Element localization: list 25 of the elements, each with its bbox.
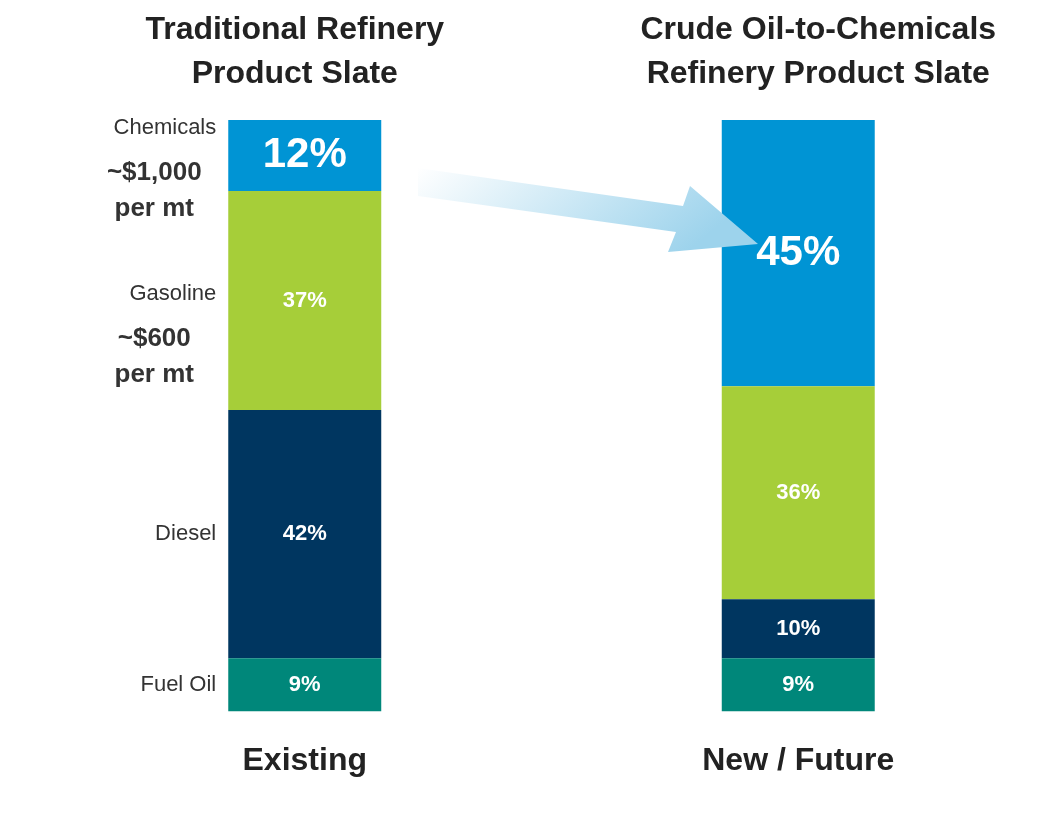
data-label: 45% bbox=[756, 226, 841, 274]
series-label: Gasoline bbox=[129, 280, 217, 306]
bar bbox=[721, 658, 875, 712]
text: Traditional Refinery Product Slate bbox=[145, 9, 445, 90]
data-label: 9% bbox=[288, 671, 321, 697]
annotation: ~$600 per mt bbox=[114, 322, 195, 389]
data-label: 36% bbox=[776, 478, 821, 504]
bar bbox=[721, 386, 875, 600]
text: Crude Oil-to-Chemicals Refinery Product Slate bbox=[640, 9, 997, 90]
data-label: 42% bbox=[282, 520, 327, 546]
data-label: 12% bbox=[262, 129, 347, 177]
annotation: ~$1,000 per mt bbox=[106, 156, 202, 223]
series-label: Fuel Oil bbox=[140, 671, 217, 697]
x-tick-label: Existing bbox=[242, 740, 367, 777]
data-label: 9% bbox=[782, 671, 815, 697]
bar bbox=[228, 658, 382, 712]
x-tick-label: New / Future bbox=[702, 740, 895, 777]
data-label: 10% bbox=[776, 614, 821, 640]
series-label: Chemicals bbox=[113, 114, 217, 140]
bar bbox=[228, 409, 382, 659]
bar bbox=[721, 120, 875, 387]
series-label: Diesel bbox=[155, 520, 217, 546]
bar bbox=[721, 599, 875, 659]
data-label: 37% bbox=[282, 286, 327, 312]
bar bbox=[228, 190, 382, 410]
